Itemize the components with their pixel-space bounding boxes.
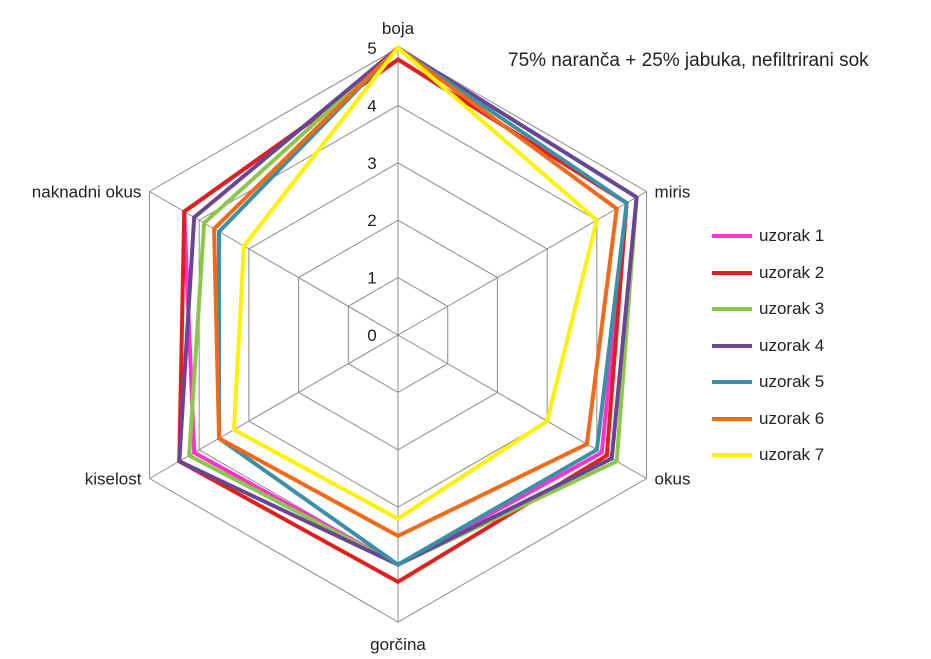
series-line xyxy=(217,45,629,567)
legend: uzorak 1 uzorak 2 uzorak 3 uzorak 4 uzorak 5… xyxy=(712,218,824,474)
legend-item: uzorak 7 xyxy=(712,437,824,474)
legend-label: uzorak 2 xyxy=(759,262,825,282)
tick-label: 0 xyxy=(367,326,376,345)
legend-label: uzorak 5 xyxy=(759,372,825,392)
radial-tick-labels: 0 1 2 3 4 5 xyxy=(367,39,376,345)
data-series xyxy=(177,45,639,585)
legend-swatch xyxy=(712,270,752,275)
axis-label: miris xyxy=(655,183,691,202)
legend-swatch xyxy=(712,453,752,458)
axis-label: naknadni okus xyxy=(32,183,142,202)
series-line xyxy=(177,57,629,585)
legend-swatch xyxy=(712,416,752,421)
series-line xyxy=(212,45,619,539)
axis-labels: boja miris okus gorčina kiselost naknadni oku… xyxy=(32,19,691,654)
grid-spoke xyxy=(149,191,399,336)
legend-label: uzorak 3 xyxy=(759,299,825,319)
legend-item: uzorak 6 xyxy=(712,401,824,438)
legend-swatch xyxy=(712,380,752,385)
grid-spoke xyxy=(397,191,647,336)
legend-swatch xyxy=(712,343,752,348)
legend-label: uzorak 1 xyxy=(759,226,825,246)
legend-item: uzorak 1 xyxy=(712,218,824,255)
legend-item: uzorak 2 xyxy=(712,255,824,292)
legend-swatch xyxy=(712,234,752,239)
legend-item: uzorak 4 xyxy=(712,328,824,365)
series-line xyxy=(231,45,600,522)
tick-label: 2 xyxy=(367,211,376,230)
legend-label: uzorak 7 xyxy=(759,445,825,465)
tick-label: 1 xyxy=(367,269,376,288)
tick-label: 3 xyxy=(367,154,376,173)
legend-item: uzorak 3 xyxy=(712,291,824,328)
tick-label: 4 xyxy=(367,96,376,115)
axis-label: gorčina xyxy=(370,635,426,654)
tick-label: 5 xyxy=(367,39,376,58)
axis-label: boja xyxy=(382,19,415,38)
chart-title: 75% naranča + 25% jabuka, nefiltrirani s… xyxy=(508,50,869,71)
axis-label: okus xyxy=(655,470,691,489)
axis-label: kiselost xyxy=(85,470,142,489)
legend-swatch xyxy=(712,307,752,312)
legend-label: uzorak 4 xyxy=(759,335,825,355)
legend-item: uzorak 5 xyxy=(712,364,824,401)
legend-label: uzorak 6 xyxy=(759,408,825,428)
